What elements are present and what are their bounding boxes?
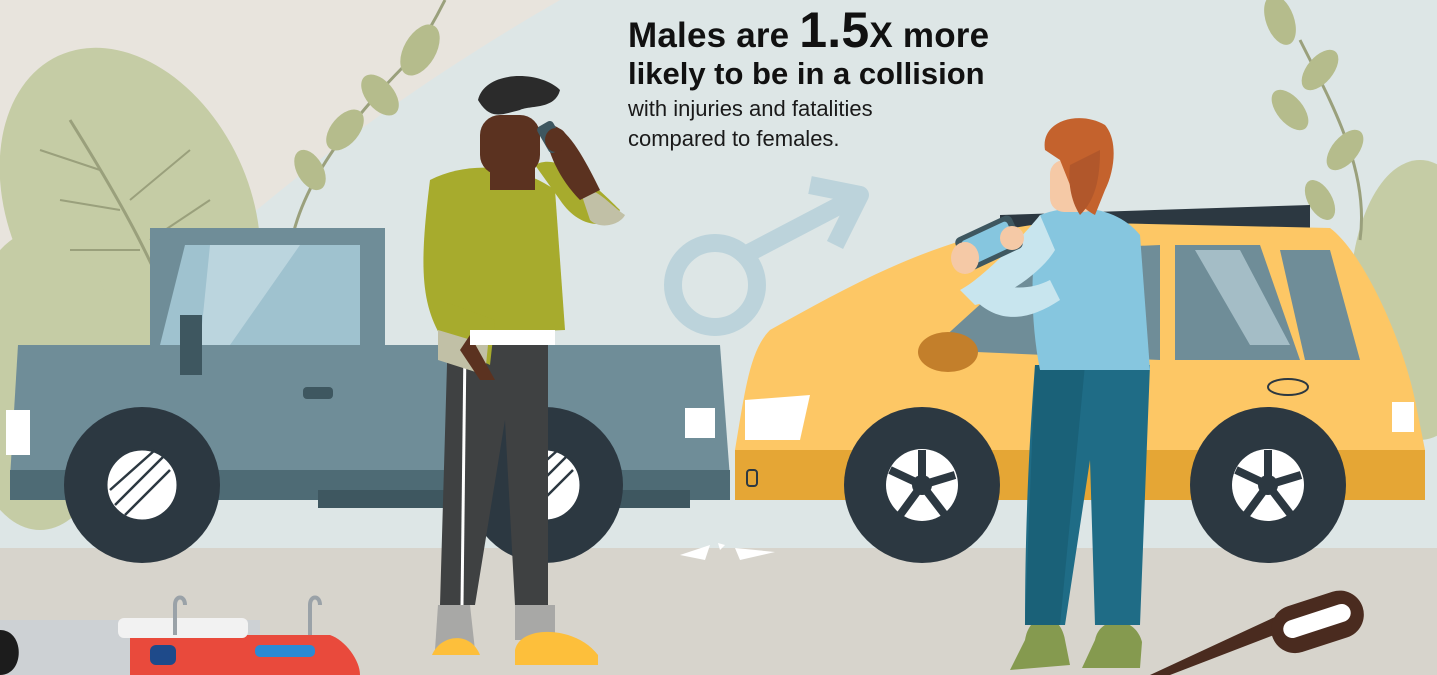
headline-multiplier: 1.5 bbox=[799, 2, 870, 58]
jack-and-toolbox bbox=[0, 595, 360, 675]
headline: Males are 1.5X more likely to be in a co… bbox=[628, 5, 1098, 154]
subtext-line-1: with injuries and fatalities bbox=[628, 96, 873, 121]
broken-glass bbox=[680, 543, 775, 560]
subtext-line-2: compared to females. bbox=[628, 126, 840, 151]
man-with-phone bbox=[918, 118, 1150, 670]
headline-prefix: Males are bbox=[628, 16, 790, 55]
subtext: with injuries and fatalities compared to… bbox=[628, 94, 1098, 154]
pickup-truck bbox=[6, 228, 730, 563]
man-on-phone bbox=[423, 76, 625, 665]
wrench bbox=[1150, 590, 1364, 675]
headline-suffix: X more bbox=[869, 16, 990, 55]
male-symbol-icon bbox=[664, 176, 869, 336]
headline-line-1: Males are 1.5X more bbox=[628, 5, 1098, 56]
headline-line-2: likely to be in a collision bbox=[628, 56, 985, 91]
